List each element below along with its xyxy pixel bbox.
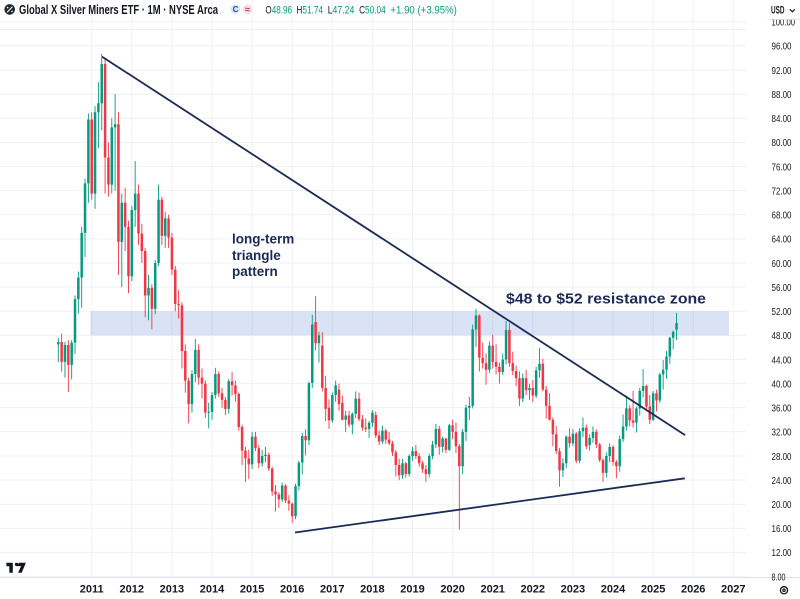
svg-text:C: C <box>233 5 239 14</box>
svg-text:60.00: 60.00 <box>772 258 792 270</box>
svg-text:56.00: 56.00 <box>772 282 792 294</box>
svg-text:2024: 2024 <box>601 584 626 596</box>
svg-text:2019: 2019 <box>400 584 424 596</box>
svg-text:+1.90 (+3.95%): +1.90 (+3.95%) <box>390 5 457 17</box>
svg-text:24.00: 24.00 <box>772 475 792 487</box>
svg-text:64.00: 64.00 <box>772 234 792 246</box>
svg-text:16.00: 16.00 <box>772 523 792 535</box>
svg-text:76.00: 76.00 <box>772 161 792 173</box>
svg-text:2027: 2027 <box>721 584 745 596</box>
svg-text:2023: 2023 <box>561 584 585 596</box>
svg-text:2014: 2014 <box>200 584 225 596</box>
svg-text:C50.04: C50.04 <box>359 5 386 17</box>
svg-text:≈: ≈ <box>245 4 250 14</box>
svg-text:2020: 2020 <box>440 584 464 596</box>
svg-text:44.00: 44.00 <box>772 354 792 366</box>
svg-text:52.00: 52.00 <box>772 306 792 318</box>
svg-text:2026: 2026 <box>681 584 705 596</box>
svg-text:32.00: 32.00 <box>772 427 792 439</box>
svg-text:2022: 2022 <box>521 584 545 596</box>
svg-text:L47.24: L47.24 <box>328 5 355 17</box>
svg-text:80.00: 80.00 <box>772 137 792 149</box>
svg-text:2012: 2012 <box>120 584 144 596</box>
svg-text:O48.96: O48.96 <box>265 5 292 17</box>
svg-text:48.00: 48.00 <box>772 330 792 342</box>
svg-text:2025: 2025 <box>641 584 665 596</box>
svg-text:68.00: 68.00 <box>772 210 792 222</box>
svg-text:2018: 2018 <box>360 584 384 596</box>
svg-text:2011: 2011 <box>80 584 104 596</box>
svg-text:84.00: 84.00 <box>772 113 792 125</box>
svg-text:$48 to $52 resistance zone: $48 to $52 resistance zone <box>506 291 706 308</box>
svg-text:Global X Silver Miners ETF · 1: Global X Silver Miners ETF · 1M · NYSE A… <box>19 2 219 17</box>
svg-text:92.00: 92.00 <box>772 65 792 77</box>
svg-text:triangle: triangle <box>232 248 281 263</box>
svg-text:USD: USD <box>771 5 785 17</box>
svg-text:H51.74: H51.74 <box>296 5 323 17</box>
svg-text:2021: 2021 <box>480 584 504 596</box>
svg-text:pattern: pattern <box>232 264 278 279</box>
svg-text:72.00: 72.00 <box>772 185 792 197</box>
svg-text:12.00: 12.00 <box>772 547 792 559</box>
svg-text:2016: 2016 <box>280 584 304 596</box>
svg-text:28.00: 28.00 <box>772 451 792 463</box>
svg-text:88.00: 88.00 <box>772 89 792 101</box>
svg-text:2013: 2013 <box>160 584 184 596</box>
svg-text:40.00: 40.00 <box>772 378 792 390</box>
svg-text:2015: 2015 <box>240 584 264 596</box>
svg-text:long-term: long-term <box>232 232 294 247</box>
svg-text:2017: 2017 <box>320 584 344 596</box>
svg-text:36.00: 36.00 <box>772 403 792 415</box>
svg-text:96.00: 96.00 <box>772 41 792 53</box>
svg-text:20.00: 20.00 <box>772 499 792 511</box>
svg-text:8.00: 8.00 <box>772 571 786 583</box>
